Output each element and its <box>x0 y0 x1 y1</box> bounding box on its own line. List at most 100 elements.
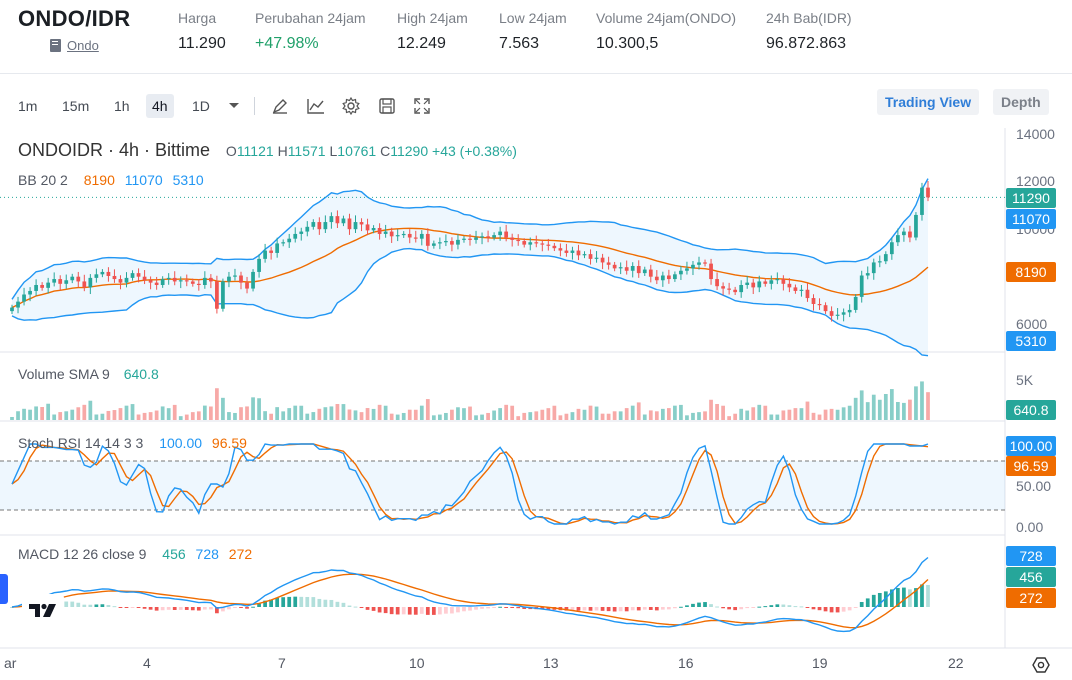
candle-body <box>251 271 255 289</box>
candle-body <box>335 216 340 224</box>
candle-body <box>70 276 75 281</box>
macd-hist-bar <box>751 607 756 608</box>
macd-hist-bar <box>612 607 617 612</box>
volume-bar <box>148 412 153 420</box>
volume-bar <box>438 414 442 420</box>
timeframe-1h[interactable]: 1h <box>114 98 130 114</box>
macd-hist-bar <box>323 599 328 607</box>
ohlc-readout: O11121 H11571 L10761 C11290 +43 (+0.38%) <box>226 143 517 159</box>
volume-bar <box>823 409 828 420</box>
candle-body <box>739 285 744 293</box>
volume-legend[interactable]: Volume SMA 9 640.8 <box>18 366 165 382</box>
candle-body <box>329 216 334 223</box>
macd-hist-bar <box>757 606 762 608</box>
trading-view-button[interactable]: Trading View <box>877 89 980 115</box>
macd-hist-bar <box>456 607 460 613</box>
volume-bar <box>715 404 719 420</box>
macd-hist-bar <box>721 607 725 609</box>
candle-body <box>540 243 545 245</box>
macd-hist-bar <box>902 587 906 607</box>
coin-link[interactable]: Ondo <box>50 38 99 53</box>
stoch-legend[interactable]: Stoch RSI 14 14 3 3 100.00 96.59 <box>18 435 253 451</box>
timeframe-1d[interactable]: 1D <box>192 98 210 114</box>
candle-body <box>82 281 87 288</box>
volume-bar <box>624 408 629 420</box>
bb-legend[interactable]: BB 20 2 8190 11070 5310 <box>18 172 210 188</box>
stat-high: High 24jam 12.249 <box>397 10 468 53</box>
timeframe-15m[interactable]: 15m <box>62 98 90 114</box>
candle-body <box>727 288 731 290</box>
fullscreen-icon[interactable] <box>410 94 434 118</box>
volume-bar <box>799 408 804 420</box>
volume-bar <box>558 415 563 420</box>
candle-body <box>142 276 147 281</box>
macd-hist-bar <box>691 603 695 607</box>
chart-settings-icon[interactable] <box>1030 654 1052 676</box>
volume-bar <box>468 406 472 420</box>
macd-hist-bar <box>570 607 575 611</box>
macd-hist-bar <box>546 607 551 610</box>
candle-body <box>799 289 804 291</box>
macd-hist-bar <box>425 607 430 615</box>
candle-body <box>709 263 713 280</box>
brush-icon[interactable] <box>268 94 292 118</box>
side-panel-toggle[interactable] <box>0 574 8 604</box>
volume-bar <box>221 397 225 420</box>
macd-hist-bar <box>630 607 635 611</box>
volume-bar <box>287 408 292 420</box>
macd-hist-bar <box>877 592 882 607</box>
macd-hist-bar <box>486 607 490 609</box>
candle-body <box>733 289 738 293</box>
coin-link-label[interactable]: Ondo <box>67 38 99 53</box>
macd-hist-bar <box>359 607 364 608</box>
volume-bar <box>215 388 219 420</box>
candle-body <box>64 280 69 284</box>
macd-hist-bar <box>335 601 340 607</box>
candle-body <box>383 231 388 234</box>
volume-bar <box>425 399 430 420</box>
depth-button[interactable]: Depth <box>993 89 1049 115</box>
volume-bar <box>492 410 496 420</box>
save-icon[interactable] <box>375 94 399 118</box>
volume-sma-value: 640.8 <box>123 366 159 382</box>
volume-bar <box>528 412 533 420</box>
candle-body <box>456 239 460 245</box>
ohlc-close-label: C <box>380 143 391 159</box>
macd-hist-bar <box>600 607 605 611</box>
macd-hist-bar <box>100 604 105 607</box>
candle-body <box>642 269 647 274</box>
timeframe-1m[interactable]: 1m <box>18 98 38 114</box>
volume-bar <box>196 411 201 420</box>
candle-body <box>877 261 882 263</box>
bb-lower-tag: 5310 <box>1006 331 1056 351</box>
candle-body <box>679 270 683 275</box>
macd-legend[interactable]: MACD 12 26 close 9 456 728 272 <box>18 546 258 562</box>
macd-hist-bar <box>492 607 496 608</box>
candle-body <box>516 239 521 242</box>
macd-hist-bar <box>642 607 647 610</box>
candle-body <box>52 279 57 283</box>
volume-bar <box>184 414 189 420</box>
bb-band-fill <box>12 178 928 356</box>
candle-body <box>871 262 876 274</box>
chevron-down-icon[interactable] <box>222 94 246 118</box>
candle-body <box>902 231 906 236</box>
volume-bar <box>251 397 255 420</box>
indicator-icon[interactable] <box>304 94 328 118</box>
volume-bar <box>317 408 322 420</box>
volume-bar <box>811 412 816 420</box>
candle-body <box>889 242 894 255</box>
macd-hist-bar <box>896 587 900 607</box>
volume-bar <box>871 394 876 420</box>
candle-body <box>492 235 496 238</box>
tradingview-logo[interactable] <box>22 594 64 626</box>
volume-bar <box>883 394 888 420</box>
bb-upper-value: 11070 <box>124 172 163 188</box>
volume-bar <box>582 409 587 420</box>
timeframe-4h[interactable]: 4h <box>146 94 174 118</box>
macd-hist-bar <box>654 607 659 611</box>
gear-icon[interactable] <box>339 94 363 118</box>
ohlc-high-label: H <box>277 143 288 159</box>
